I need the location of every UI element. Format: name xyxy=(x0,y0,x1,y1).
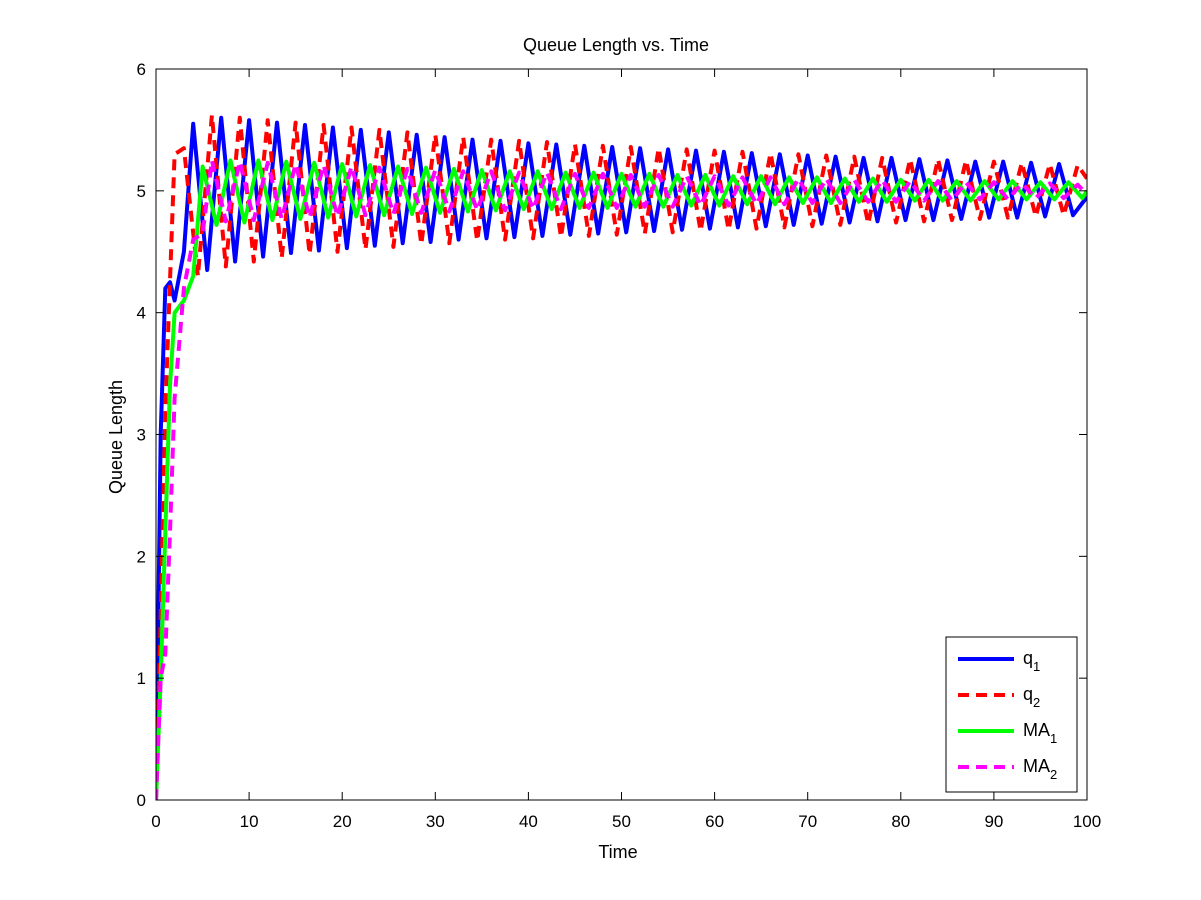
x-tick-label: 60 xyxy=(705,812,724,831)
series-line-q2 xyxy=(156,113,1087,800)
y-tick-label: 2 xyxy=(137,547,146,566)
series-line-ma2 xyxy=(156,158,1087,800)
x-tick-label: 70 xyxy=(798,812,817,831)
legend-label-ma2: MA2 xyxy=(1023,756,1057,782)
series-line-ma1 xyxy=(156,158,1087,800)
y-tick-label: 0 xyxy=(137,791,146,810)
y-axis-label: Queue Length xyxy=(106,380,126,494)
x-tick-label: 20 xyxy=(333,812,352,831)
x-tick-label: 50 xyxy=(612,812,631,831)
y-tick-label: 3 xyxy=(137,426,146,445)
legend-label-q1: q1 xyxy=(1023,648,1040,674)
x-tick-label: 90 xyxy=(984,812,1003,831)
x-tick-label: 80 xyxy=(891,812,910,831)
axis-ticks: 0 10 20 30 40 50 60 70 80 90 100 0 1 2 3 4 5 6 xyxy=(137,60,1102,831)
legend: q1 q2 MA1 MA2 xyxy=(945,636,1078,793)
y-tick-label: 4 xyxy=(137,304,146,323)
x-tick-label: 100 xyxy=(1073,812,1101,831)
x-tick-label: 0 xyxy=(151,812,160,831)
series-line-q1 xyxy=(156,115,1087,800)
legend-label-ma1: MA1 xyxy=(1023,720,1057,746)
x-tick-label: 30 xyxy=(426,812,445,831)
series-layer xyxy=(156,113,1087,800)
x-axis-label: Time xyxy=(598,842,637,862)
legend-label-q2: q2 xyxy=(1023,684,1040,710)
y-tick-label: 5 xyxy=(137,182,146,201)
x-tick-label: 40 xyxy=(519,812,538,831)
y-tick-label: 1 xyxy=(137,669,146,688)
y-tick-label: 6 xyxy=(137,60,146,79)
x-tick-label: 10 xyxy=(240,812,259,831)
chart-title: Queue Length vs. Time xyxy=(523,35,709,55)
